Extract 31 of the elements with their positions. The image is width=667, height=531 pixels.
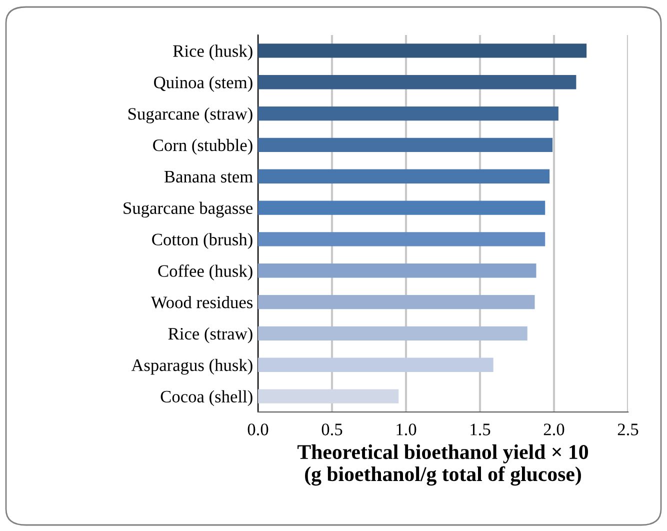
y-tick-label: Wood residues <box>150 296 253 308</box>
bar <box>258 389 399 404</box>
bar <box>258 326 528 341</box>
bar <box>258 264 536 278</box>
y-tick-label: Rice (husk) <box>173 44 252 60</box>
bar <box>258 138 553 152</box>
bar <box>258 106 558 121</box>
bar <box>258 358 494 372</box>
y-tick-label: Banana stem <box>164 171 253 183</box>
bar <box>258 200 546 215</box>
y-tick-label: Coffee (husk) <box>158 264 252 280</box>
bar <box>258 294 535 310</box>
x-tick-label: 2.5 <box>618 424 638 436</box>
x-tick-label: 0.0 <box>248 424 268 436</box>
y-tick-label: Rice (straw) <box>168 327 252 344</box>
y-tick-label: Cotton (brush) <box>152 233 252 249</box>
y-tick-label: Cocoa (shell) <box>160 390 252 406</box>
y-tick-label: Quinoa (stem) <box>154 76 252 92</box>
y-tick-label: Asparagus (husk) <box>131 358 252 375</box>
bar <box>258 232 546 246</box>
x-tick-label: 1.5 <box>470 424 490 436</box>
y-tick-label: Sugarcane bagasse <box>124 202 253 218</box>
y-tick-label: Corn (stubble) <box>153 138 252 155</box>
x-tick-label: 1.0 <box>396 424 416 436</box>
y-tick-label: Sugarcane (straw) <box>128 108 252 124</box>
bar <box>258 169 550 184</box>
bar <box>258 44 587 58</box>
x-tick-label: 2.0 <box>544 424 564 436</box>
bar <box>258 75 576 90</box>
x-tick-label: 0.5 <box>322 424 342 436</box>
x-axis-title: Theoretical bioethanol yield × 10 (g bioethanol/g total of glucose) <box>298 444 588 486</box>
